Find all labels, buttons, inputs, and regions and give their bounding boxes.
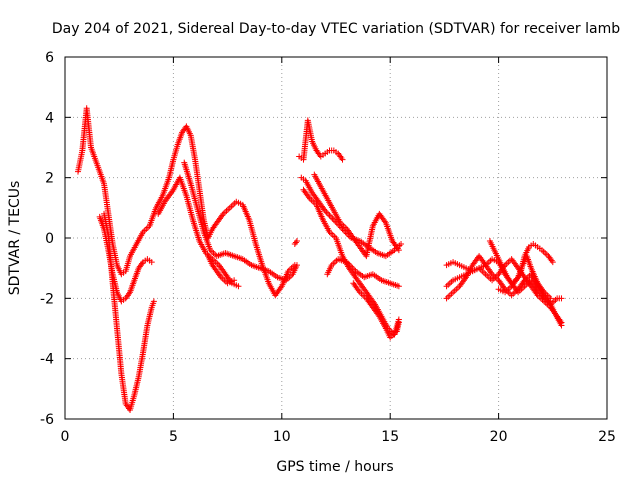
series-trace-f <box>205 253 238 287</box>
x-tick-label: 15 <box>381 429 399 445</box>
series-trace-i <box>298 174 405 260</box>
data-point <box>395 319 402 326</box>
data-point <box>231 277 238 284</box>
x-tick-label: 10 <box>273 429 291 445</box>
data-point <box>558 322 565 329</box>
data-point <box>395 247 402 254</box>
x-tick-label: 0 <box>61 429 70 445</box>
data-points <box>75 105 565 413</box>
data-point <box>549 259 556 266</box>
data-point <box>292 239 299 246</box>
series-trace-c <box>101 210 157 413</box>
data-point <box>235 283 242 290</box>
y-tick-label: -6 <box>40 412 54 428</box>
series-trace-k <box>311 171 402 260</box>
x-tick-label: 25 <box>598 429 616 445</box>
y-tick-label: -2 <box>40 291 54 307</box>
series-trace-h <box>296 117 346 163</box>
tick-labels: 0 5 10 15 20 25 -6 -4 -2 0 2 4 6 <box>40 50 616 445</box>
x-tick-label: 5 <box>169 429 178 445</box>
series-trace-r <box>495 253 565 329</box>
data-point <box>150 298 157 305</box>
series-trace-j <box>300 186 402 338</box>
series-trace-l <box>324 256 402 290</box>
data-point <box>293 262 300 269</box>
data-point <box>398 241 405 248</box>
axis-ticks <box>64 56 608 420</box>
y-tick-label: 2 <box>45 171 54 187</box>
data-point <box>395 283 402 290</box>
y-axis-label: SDTVAR / TECUs <box>7 181 23 296</box>
data-point <box>326 212 333 219</box>
series-trace-a <box>75 105 298 299</box>
x-axis-label: GPS time / hours <box>276 459 393 475</box>
y-tick-label: -4 <box>40 352 54 368</box>
chart-title: Day 204 of 2021, Sidereal Day-to-day VTE… <box>52 21 620 37</box>
data-point <box>148 259 155 266</box>
y-tick-label: 0 <box>45 231 54 247</box>
x-tick-label: 20 <box>490 429 508 445</box>
series-trace-e <box>181 159 300 284</box>
series-trace-m <box>350 280 402 341</box>
data-point <box>325 210 332 217</box>
data-point <box>558 295 565 302</box>
y-tick-label: 6 <box>45 50 54 66</box>
data-point <box>293 238 300 245</box>
y-tick-label: 4 <box>45 110 54 126</box>
data-point <box>339 156 346 163</box>
series-trace-g <box>291 238 300 248</box>
